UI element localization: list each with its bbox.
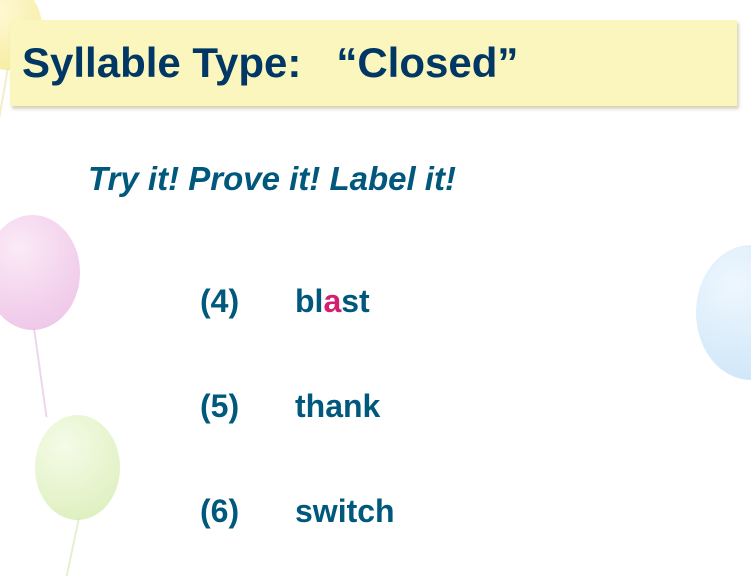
item-word-switch: switch	[295, 493, 395, 530]
subtitle: Try it! Prove it! Label it!	[88, 160, 456, 198]
list-item: (4) blast	[200, 283, 370, 320]
list-item: (6) switch	[200, 493, 395, 530]
word-segment: bl	[295, 283, 323, 319]
word-segment: st	[341, 283, 369, 319]
title-value: “Closed”	[336, 39, 518, 87]
item-number: (5)	[200, 388, 295, 425]
item-number: (6)	[200, 493, 295, 530]
item-number: (4)	[200, 283, 295, 320]
item-word-blast: blast	[295, 283, 370, 320]
title-label: Syllable Type:	[22, 39, 336, 87]
title-band: Syllable Type: “Closed”	[10, 20, 737, 106]
item-word-thank: thank	[295, 388, 380, 425]
word-segment: a	[323, 283, 341, 319]
list-item: (5) thank	[200, 388, 380, 425]
